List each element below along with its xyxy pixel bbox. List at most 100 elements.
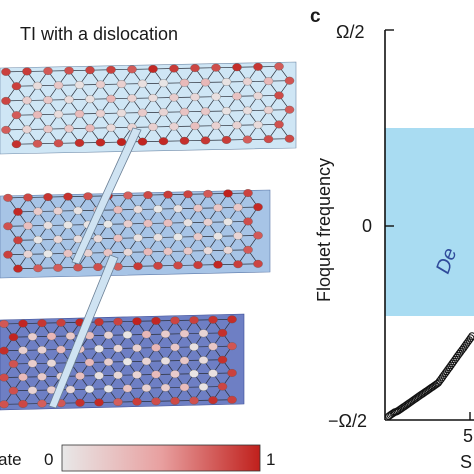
lattice-site <box>75 398 85 407</box>
lattice-site <box>253 231 263 240</box>
lattice-site <box>173 261 183 270</box>
lattice-site <box>27 332 38 341</box>
lattice-site <box>158 108 169 117</box>
lattice-site <box>103 384 114 393</box>
lattice-site <box>94 344 104 353</box>
lattice-site <box>95 80 106 89</box>
ytick-top-label: Ω/2 <box>336 22 364 42</box>
lattice-site <box>221 107 232 115</box>
lattice-site <box>137 108 148 117</box>
lattice-site <box>106 65 116 74</box>
lattice-site <box>179 383 190 392</box>
lattice-site <box>227 315 237 324</box>
lattice-site <box>233 231 243 240</box>
lattice-site <box>43 249 53 258</box>
lattice-site <box>163 219 173 227</box>
lattice-site <box>173 233 183 241</box>
lattice-site <box>198 382 209 391</box>
lattice-site <box>179 356 190 365</box>
lattice-site <box>243 245 253 254</box>
lattice-site <box>46 332 57 341</box>
spectrum-point <box>468 332 474 340</box>
x-axis-label: S <box>460 452 472 472</box>
lattice-site <box>63 249 73 258</box>
lattice-site <box>116 109 127 118</box>
lattice-site <box>73 263 83 272</box>
lattice-site <box>0 400 9 409</box>
lattice-site <box>200 78 211 87</box>
lattice-site <box>143 247 153 256</box>
lattice-site <box>53 235 63 244</box>
lattice-site <box>113 205 123 214</box>
lattice-site <box>33 235 43 244</box>
lattice-site <box>43 221 53 230</box>
lattice-site <box>53 139 64 148</box>
lattice-site <box>183 218 193 227</box>
lattice-site <box>151 316 161 325</box>
lattice-site <box>183 247 193 255</box>
lattice-site <box>284 76 295 85</box>
lattice-site <box>151 370 161 379</box>
lattice-site <box>148 93 158 102</box>
lattice-site <box>83 192 93 201</box>
lattice-site <box>179 78 190 87</box>
lattice-site <box>56 345 66 354</box>
lattice-site <box>208 369 218 378</box>
lattice-site <box>221 78 232 86</box>
lattice-site <box>8 359 19 368</box>
lattice-site <box>153 261 163 270</box>
lattice-site <box>227 395 237 404</box>
lattice-site <box>0 319 9 328</box>
lattice-site <box>243 217 253 226</box>
xtick-label: 5 <box>463 426 473 446</box>
lattice-site <box>179 329 190 338</box>
lattice-site <box>190 122 200 131</box>
lattice-site <box>8 386 19 395</box>
lattice-site <box>253 120 263 129</box>
panel-b: TI with a dislocation ate 0 1 <box>0 24 297 472</box>
lattice-site <box>1 67 11 76</box>
lattice-site <box>85 66 95 75</box>
lattice-site <box>113 344 123 353</box>
colorbar-gradient <box>61 444 261 472</box>
lattice-site <box>75 372 85 380</box>
lattice-site <box>213 203 223 212</box>
lattice-site <box>116 138 127 147</box>
lattice-site <box>211 121 221 130</box>
lattice-site <box>213 232 223 241</box>
lattice-site <box>284 134 295 143</box>
lattice-site <box>13 207 23 216</box>
lattice-site <box>170 316 180 325</box>
lattice-site <box>65 332 76 340</box>
lattice-site <box>179 107 190 116</box>
lattice-site <box>1 125 11 134</box>
lattice-site <box>84 358 95 367</box>
lattice-site <box>203 189 213 198</box>
lattice-site <box>163 247 173 256</box>
lattice-site <box>94 371 104 380</box>
lattice-site <box>208 315 218 324</box>
lattice-site <box>122 384 133 393</box>
lattice-site <box>189 342 199 351</box>
lattice-site <box>211 92 221 101</box>
lattice-site <box>93 263 103 271</box>
lattice-site <box>263 135 274 144</box>
lattice-site <box>103 331 114 340</box>
lattice-site <box>18 373 28 382</box>
lattice-site <box>227 342 237 351</box>
lattice-site <box>74 109 85 118</box>
lattice-site <box>64 66 74 75</box>
lattice-site <box>203 218 213 227</box>
lattice-site <box>189 396 199 405</box>
lattice-site <box>13 236 23 245</box>
colorbar-max-label: 1 <box>266 450 275 469</box>
lattice-site <box>84 385 95 394</box>
lattice-site <box>11 82 22 91</box>
lattice-site <box>193 261 203 269</box>
lattice-site <box>37 399 47 408</box>
lattice-site <box>3 222 13 231</box>
lattice-site <box>18 399 28 408</box>
lattice-site <box>189 316 199 325</box>
lattice-site <box>243 189 253 197</box>
